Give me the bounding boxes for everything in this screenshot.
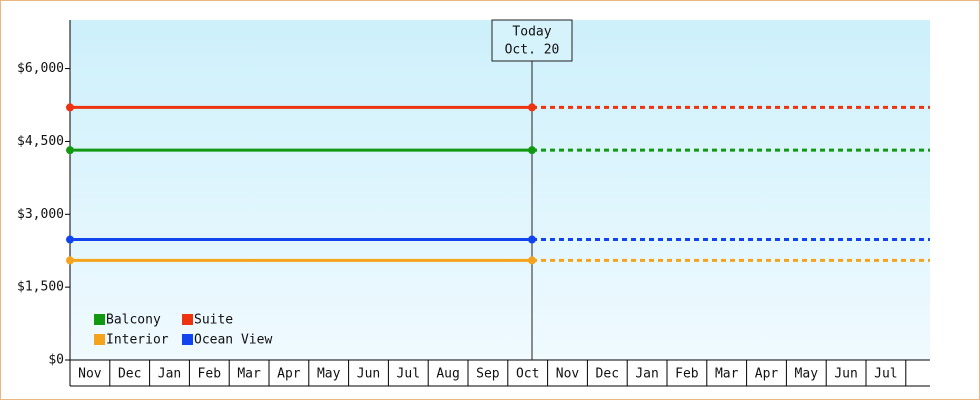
series-point — [528, 103, 536, 112]
legend-swatch — [182, 314, 193, 325]
x-tick-label: Nov — [78, 367, 102, 382]
today-label: Today — [512, 25, 551, 40]
x-tick-label: Mar — [237, 367, 261, 382]
legend-swatch — [182, 334, 193, 345]
legend-swatch — [94, 314, 105, 325]
x-tick-label: Jan — [158, 367, 181, 382]
x-tick-label: Dec — [596, 367, 619, 382]
legend-swatch — [94, 334, 105, 345]
y-tick-label: $1,500 — [17, 280, 64, 295]
x-tick-label: Sep — [476, 367, 500, 382]
legend-label: Suite — [194, 313, 233, 328]
legend-label: Ocean View — [194, 333, 272, 348]
series-point — [66, 146, 74, 155]
today-date: Oct. 20 — [505, 43, 560, 58]
x-tick-label: Apr — [277, 367, 301, 382]
x-tick-label: Dec — [118, 367, 141, 382]
x-tick-label: Feb — [675, 367, 699, 382]
x-tick-label: Nov — [556, 367, 580, 382]
series-point — [66, 256, 74, 265]
y-tick-label: $6,000 — [17, 61, 64, 76]
x-tick-label: Apr — [755, 367, 779, 382]
series-point — [528, 146, 536, 155]
series-point — [66, 103, 74, 112]
x-tick-label: May — [317, 367, 341, 382]
series-point — [528, 235, 536, 244]
x-tick-label: Jan — [635, 367, 658, 382]
x-tick-label: Jun — [357, 367, 380, 382]
x-tick-label: Jul — [874, 367, 897, 382]
legend-label: Interior — [106, 333, 169, 348]
legend-label: Balcony — [106, 313, 161, 328]
today-box — [491, 19, 573, 62]
y-tick-label: $3,000 — [17, 207, 64, 222]
x-tick-label: Feb — [198, 367, 222, 382]
x-tick-label: Aug — [436, 367, 459, 382]
x-tick-label: Oct — [516, 367, 539, 382]
x-tick-label: Mar — [715, 367, 739, 382]
x-tick-label: May — [795, 367, 819, 382]
x-tick-label: Jul — [397, 367, 420, 382]
plot-area — [70, 20, 930, 360]
y-tick-label: $0 — [48, 353, 64, 368]
series-point — [528, 256, 536, 265]
series-point — [66, 235, 74, 244]
y-tick-label: $4,500 — [17, 134, 64, 149]
x-tick-label: Jun — [834, 367, 857, 382]
